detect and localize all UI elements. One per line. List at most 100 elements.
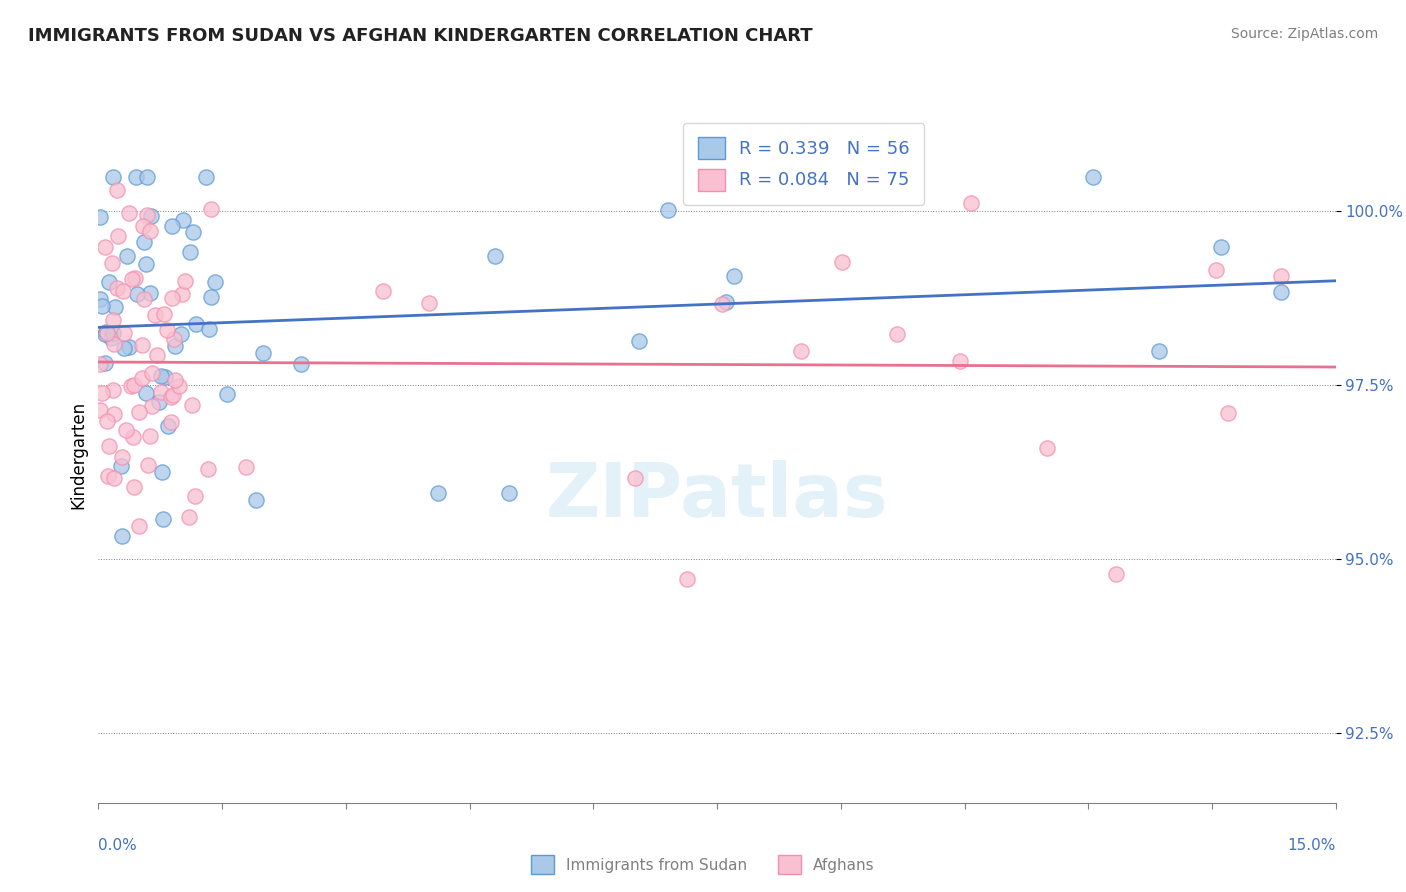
Point (153, 369, 176, 384)
Point (959, 196, 981, 211)
Point (1081, 169, 1104, 184)
Point (124, 270, 146, 285)
Point (162, 219, 184, 233)
Point (139, 224, 162, 238)
Point (93, 326, 115, 341)
Point (139, 286, 162, 301)
Point (118, 340, 141, 354)
Point (245, 493, 267, 508)
Point (98, 439, 121, 453)
Point (1036, 441, 1059, 455)
Text: 15.0%: 15.0% (1288, 838, 1336, 853)
Point (100, 331, 122, 345)
Legend: Immigrants from Sudan, Afghans: Immigrants from Sudan, Afghans (524, 849, 882, 880)
Text: ZIPatlas: ZIPatlas (546, 460, 889, 533)
Point (93, 239, 115, 253)
Point (103, 312, 125, 326)
Point (162, 388, 184, 402)
Point (172, 287, 194, 301)
Point (128, 519, 150, 533)
Point (103, 336, 125, 351)
Point (107, 281, 129, 295)
Point (181, 225, 204, 239)
Point (156, 419, 179, 434)
Point (131, 338, 153, 352)
Point (623, 471, 645, 485)
Point (132, 219, 155, 233)
Point (1205, 263, 1227, 277)
Point (118, 206, 141, 220)
Point (105, 183, 128, 197)
Point (111, 450, 134, 464)
Point (197, 462, 219, 476)
Point (152, 512, 174, 526)
Point (136, 208, 159, 222)
Point (484, 249, 506, 263)
Point (122, 377, 145, 392)
Point (121, 272, 143, 286)
Point (160, 391, 183, 405)
Point (150, 385, 173, 400)
Point (162, 292, 184, 306)
Point (145, 348, 167, 362)
Point (107, 229, 129, 244)
Text: 0.0%: 0.0% (98, 838, 138, 853)
Point (135, 386, 157, 401)
Point (215, 386, 238, 401)
Y-axis label: Kindergarten: Kindergarten (69, 401, 87, 509)
Point (657, 203, 679, 218)
Point (112, 341, 135, 355)
Point (418, 296, 440, 310)
Legend: R = 0.339   N = 56, R = 0.084   N = 75: R = 0.339 N = 56, R = 0.084 N = 75 (683, 123, 924, 205)
Point (427, 486, 450, 500)
Point (125, 169, 148, 184)
Text: IMMIGRANTS FROM SUDAN VS AFGHAN KINDERGARTEN CORRELATION CHART: IMMIGRANTS FROM SUDAN VS AFGHAN KINDERGA… (28, 27, 813, 45)
Point (139, 209, 162, 223)
Point (101, 326, 124, 340)
Point (93, 356, 115, 370)
Point (1209, 240, 1232, 254)
Point (170, 327, 193, 342)
Point (676, 572, 699, 586)
Point (115, 249, 138, 263)
Point (149, 368, 172, 383)
Point (156, 323, 179, 337)
Text: Source: ZipAtlas.com: Source: ZipAtlas.com (1230, 27, 1378, 41)
Point (101, 256, 124, 270)
Point (112, 326, 135, 340)
Point (204, 275, 226, 289)
Point (101, 384, 124, 398)
Point (723, 268, 745, 283)
Point (125, 287, 148, 301)
Point (714, 294, 737, 309)
Point (111, 528, 134, 542)
Point (1147, 343, 1170, 358)
Point (139, 429, 162, 443)
Point (90, 385, 112, 400)
Point (886, 326, 908, 341)
Point (101, 169, 124, 184)
Point (103, 408, 125, 422)
Point (163, 373, 186, 387)
Point (184, 317, 207, 331)
Point (97, 469, 120, 483)
Point (200, 202, 222, 217)
Point (120, 378, 142, 392)
Point (627, 334, 650, 348)
Point (97, 275, 120, 289)
Point (131, 371, 153, 385)
Point (150, 465, 173, 479)
Point (90, 299, 112, 313)
Point (160, 415, 183, 429)
Point (96, 414, 118, 428)
Point (89, 210, 111, 224)
Point (103, 471, 125, 485)
Point (143, 309, 166, 323)
Point (498, 486, 520, 500)
Point (136, 169, 159, 184)
Point (710, 297, 733, 311)
Point (110, 458, 132, 473)
Point (132, 292, 155, 306)
Point (96, 326, 118, 340)
Point (1105, 567, 1128, 582)
